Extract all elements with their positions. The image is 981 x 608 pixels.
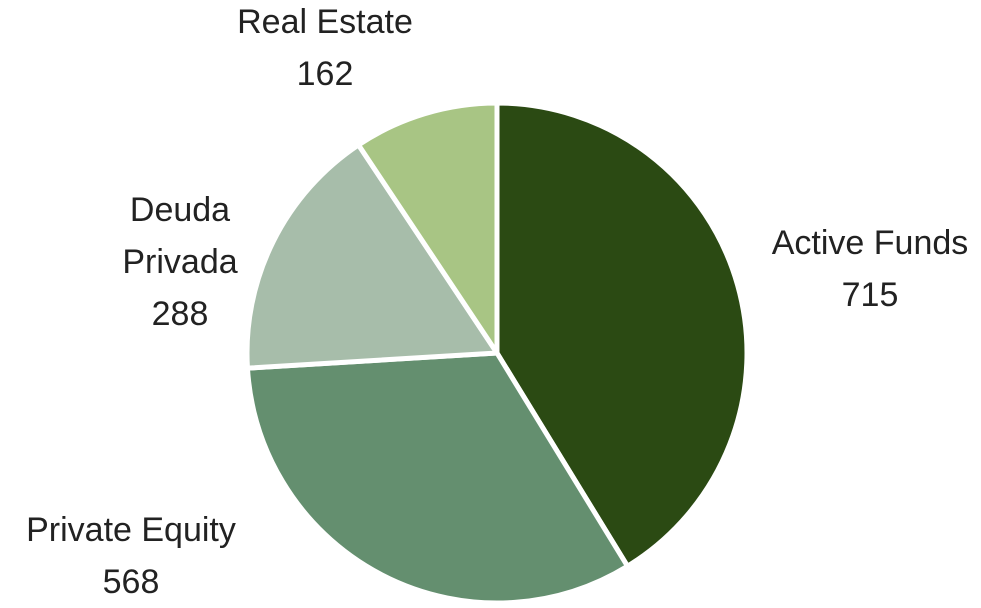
slice-label: Deuda Privada 288: [105, 184, 255, 340]
category-name: Active Funds: [771, 224, 969, 262]
value-label: 715: [841, 276, 899, 314]
value-label: 288: [151, 295, 209, 333]
slice-label: Real Estate 162: [195, 0, 455, 100]
pie-slice: [244, 350, 631, 603]
pie-slice: [244, 142, 500, 371]
value-label: 568: [102, 563, 160, 601]
slice-label: Active Funds 715: [740, 217, 981, 321]
value-label: 162: [296, 55, 354, 93]
category-name: Deuda Privada: [122, 191, 238, 281]
slice-label: Private Equity 568: [1, 504, 261, 608]
pie-slice: [355, 100, 500, 356]
category-name: Real Estate: [237, 3, 413, 41]
category-name: Private Equity: [26, 511, 236, 549]
